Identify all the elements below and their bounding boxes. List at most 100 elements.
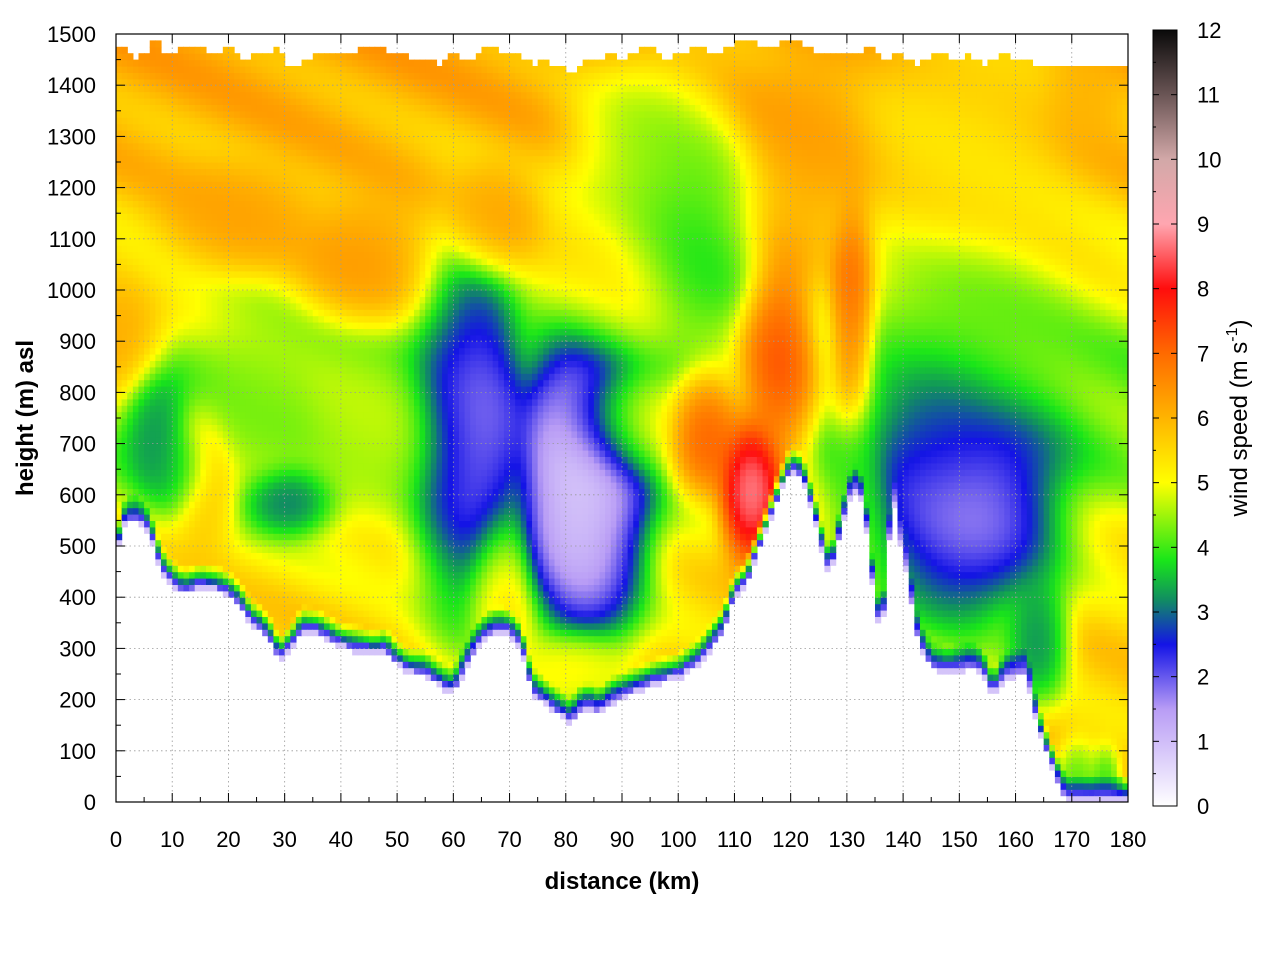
field-cell [200,322,207,329]
field-cell [363,616,370,624]
field-cell [284,450,291,457]
field-cell [312,475,319,483]
field-cell [228,430,235,438]
field-cell [402,219,409,227]
field-cell [425,507,432,515]
field-cell [357,456,364,464]
field-cell [413,347,421,355]
field-cell [189,558,196,566]
field-cell [324,488,331,496]
field-cell [127,206,134,214]
field-cell [250,443,258,451]
field-cell [279,469,286,477]
field-cell [284,642,291,649]
field-cell [256,354,263,361]
field-cell [335,53,342,61]
field-cell [183,315,190,323]
field-cell [425,98,432,105]
field-cell [256,142,263,150]
field-cell [340,526,348,534]
field-cell [307,155,314,163]
field-cell [346,315,353,323]
field-cell [183,206,190,214]
field-cell [402,398,409,406]
field-cell [357,597,364,605]
field-cell [183,283,190,291]
field-cell [132,251,140,259]
field-cell [419,194,426,201]
field-cell [346,302,353,310]
field-cell [262,469,269,477]
field-cell [340,494,348,502]
field-cell [132,200,140,208]
field-cell [250,597,258,605]
field-cell [144,245,151,253]
field-cell [290,392,297,400]
field-cell [256,91,263,99]
field-cell [183,219,190,227]
field-cell [183,309,190,317]
field-cell [149,418,156,425]
field-cell [250,277,258,285]
field-cell [267,533,275,541]
field-cell [324,181,331,189]
field-cell [419,565,426,573]
field-cell [369,296,376,304]
field-cell [228,501,235,509]
field-cell [307,488,314,496]
field-cell [408,130,415,137]
field-cell [217,578,224,585]
field-cell [194,558,201,566]
field-cell [177,322,185,329]
field-cell [222,520,230,528]
field-cell [374,418,381,425]
field-cell [295,565,303,573]
field-cell [222,456,230,464]
field-cell [352,213,359,221]
field-cell [172,245,179,253]
field-cell [352,488,359,496]
field-cell [155,405,162,413]
field-cell [335,443,342,451]
field-cell [329,309,336,317]
field-cell [369,142,376,150]
field-cell [369,379,376,387]
field-cell [205,149,213,157]
field-cell [352,168,359,176]
field-cell [279,590,286,598]
field-cell [380,450,387,457]
field-cell [183,450,190,457]
field-cell [194,475,201,483]
field-cell [160,174,168,182]
field-cell [160,328,168,336]
field-cell [211,571,218,579]
field-cell [346,520,353,528]
field-cell [346,360,353,368]
field-cell [160,405,168,413]
field-cell [149,526,156,534]
field-cell [346,110,353,118]
field-cell [211,136,218,144]
field-cell [352,482,359,489]
field-cell [239,200,246,208]
field-cell [262,85,269,93]
field-cell [279,398,286,406]
field-cell [284,578,291,585]
field-cell [273,456,280,464]
field-cell [324,85,331,93]
field-cell [391,526,398,534]
field-cell [116,110,123,118]
field-cell [127,168,134,176]
field-cell [116,213,123,221]
field-cell [284,430,291,438]
field-cell [273,334,280,342]
field-cell [397,398,404,406]
field-cell [239,437,246,445]
field-cell [132,277,140,285]
field-cell [301,85,308,93]
field-cell [312,66,319,73]
field-cell [346,59,353,67]
field-cell [413,424,421,432]
field-cell [127,373,134,381]
field-cell [217,546,224,553]
